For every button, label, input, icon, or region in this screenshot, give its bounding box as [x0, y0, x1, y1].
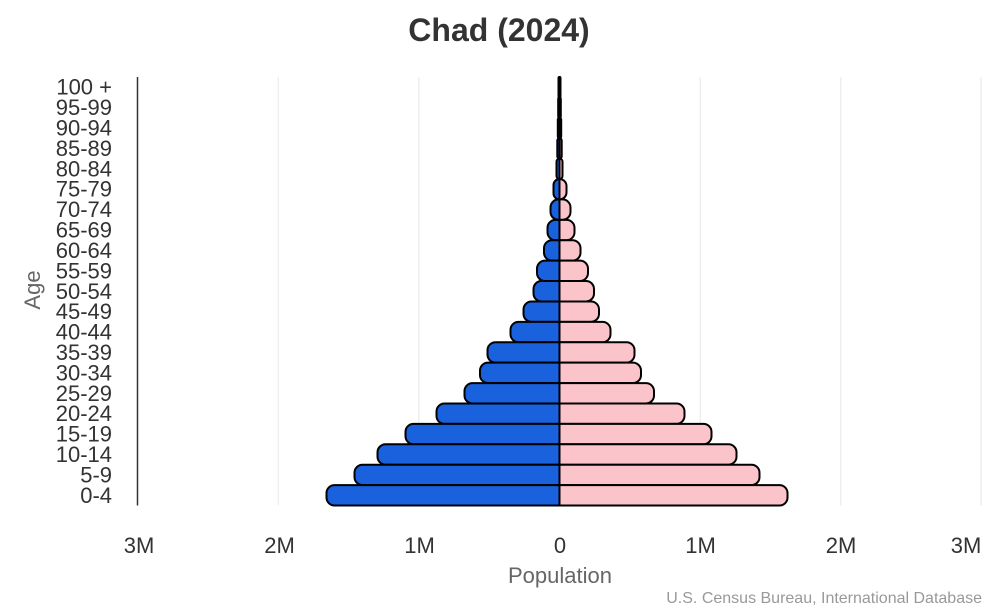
- svg-text:1M: 1M: [404, 533, 435, 558]
- svg-text:20-24: 20-24: [56, 401, 112, 426]
- svg-text:Age: Age: [20, 270, 45, 309]
- svg-text:3M: 3M: [951, 533, 982, 558]
- svg-text:50-54: 50-54: [56, 279, 112, 304]
- svg-text:1M: 1M: [685, 533, 716, 558]
- svg-text:80-84: 80-84: [56, 156, 112, 181]
- svg-text:25-29: 25-29: [56, 381, 112, 406]
- svg-text:55-59: 55-59: [56, 258, 112, 283]
- svg-text:3M: 3M: [124, 533, 155, 558]
- svg-text:35-39: 35-39: [56, 340, 112, 365]
- svg-text:95-99: 95-99: [56, 95, 112, 120]
- svg-text:65-69: 65-69: [56, 218, 112, 243]
- svg-text:15-19: 15-19: [56, 422, 112, 447]
- svg-text:30-34: 30-34: [56, 360, 112, 385]
- svg-text:0-4: 0-4: [80, 483, 112, 508]
- svg-text:Population: Population: [508, 563, 612, 588]
- svg-text:90-94: 90-94: [56, 116, 112, 141]
- svg-text:10-14: 10-14: [56, 442, 112, 467]
- svg-text:45-49: 45-49: [56, 299, 112, 324]
- svg-text:5-9: 5-9: [80, 462, 112, 487]
- svg-text:0: 0: [554, 533, 566, 558]
- svg-text:85-89: 85-89: [56, 136, 112, 161]
- svg-text:Chad (2024): Chad (2024): [408, 12, 589, 48]
- svg-text:60-64: 60-64: [56, 238, 112, 263]
- svg-text:2M: 2M: [826, 533, 857, 558]
- svg-text:2M: 2M: [264, 533, 295, 558]
- svg-text:40-44: 40-44: [56, 320, 112, 345]
- svg-text:70-74: 70-74: [56, 197, 112, 222]
- svg-text:U.S. Census Bureau, Internatio: U.S. Census Bureau, International Databa…: [666, 590, 982, 607]
- svg-text:75-79: 75-79: [56, 177, 112, 202]
- svg-text:100 +: 100 +: [56, 75, 112, 100]
